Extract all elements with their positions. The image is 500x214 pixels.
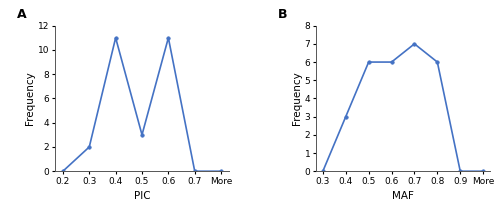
X-axis label: PIC: PIC <box>134 191 150 201</box>
Text: A: A <box>16 8 26 21</box>
X-axis label: MAF: MAF <box>392 191 414 201</box>
Text: B: B <box>278 8 287 21</box>
Y-axis label: Frequency: Frequency <box>292 71 302 125</box>
Y-axis label: Frequency: Frequency <box>25 71 35 125</box>
